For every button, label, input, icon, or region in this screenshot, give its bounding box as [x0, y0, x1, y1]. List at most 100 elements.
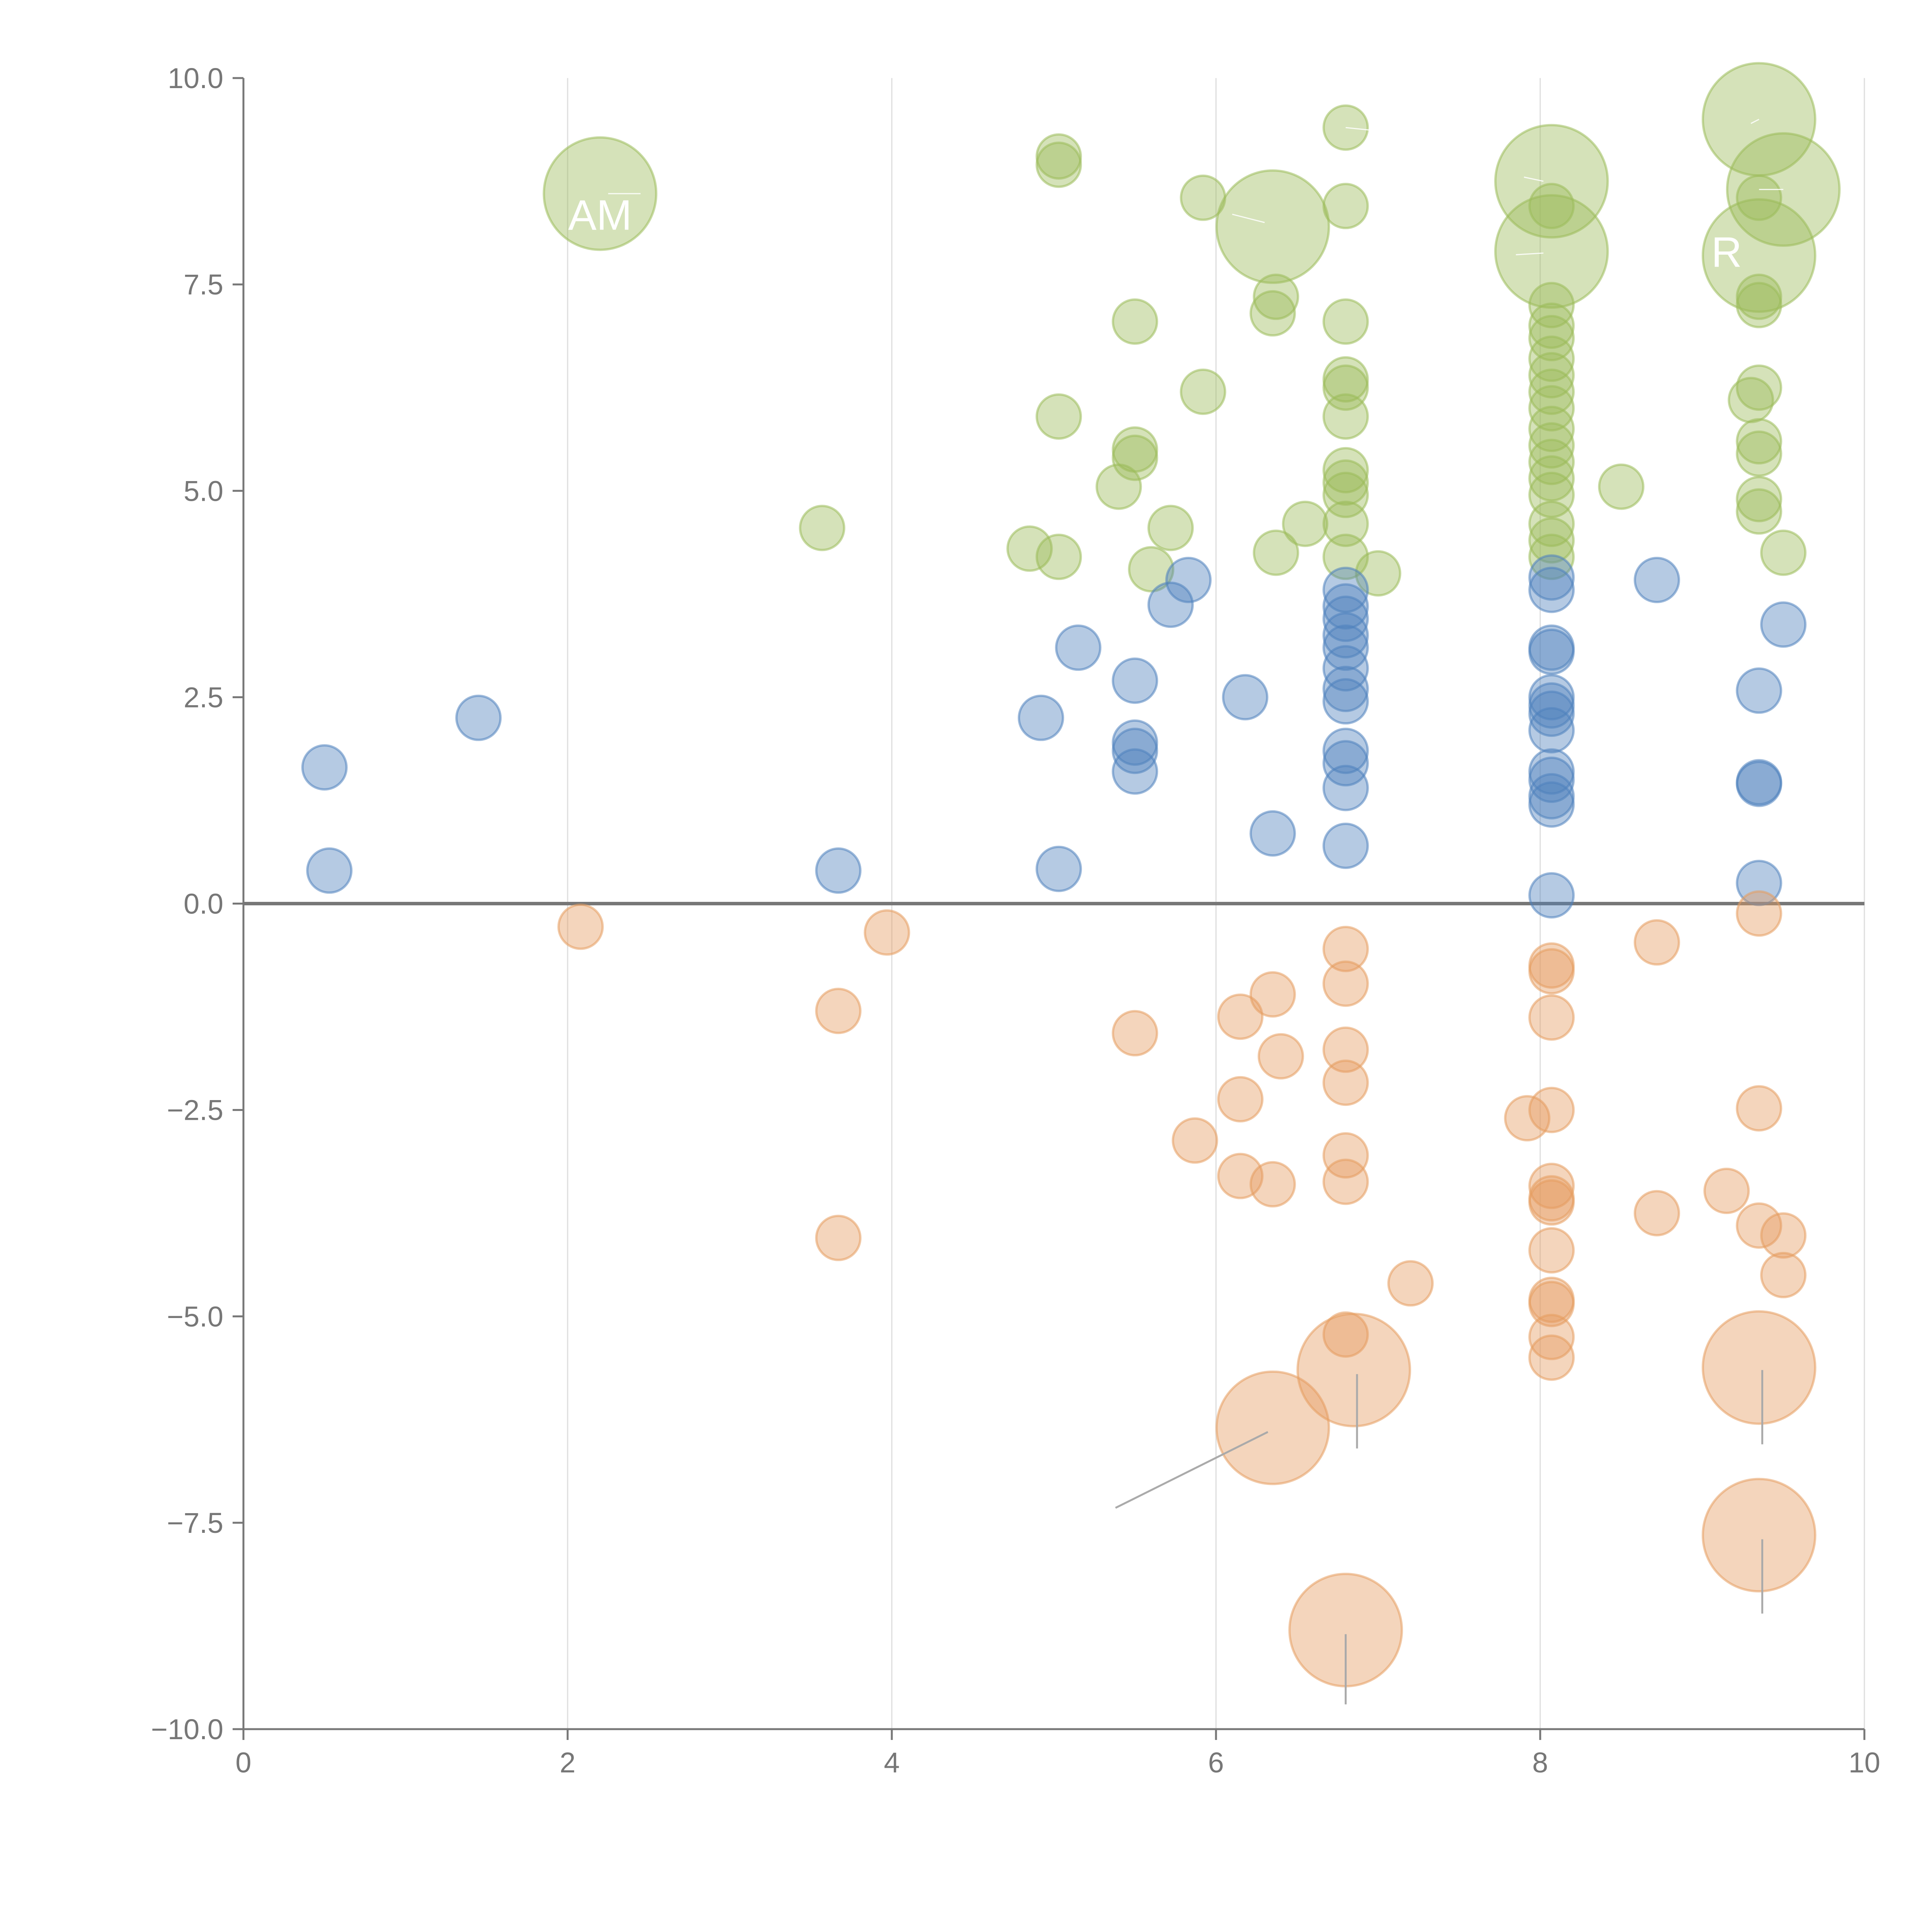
orange-point	[864, 909, 910, 956]
orange-point	[1322, 960, 1369, 1007]
orange-point	[1703, 1168, 1750, 1214]
green-point	[1736, 430, 1782, 477]
green-point	[1528, 385, 1575, 432]
orange-point	[1736, 890, 1782, 937]
blue-point	[1634, 556, 1680, 603]
green-point	[1528, 315, 1575, 361]
green-point	[1528, 439, 1575, 485]
orange-point	[1634, 919, 1680, 966]
orange-point	[1322, 926, 1369, 973]
labels-layer: AM R	[568, 192, 1742, 276]
orange-point	[1296, 1313, 1411, 1427]
blue-point	[1036, 845, 1082, 892]
orange-point	[1322, 1132, 1369, 1179]
green-point	[1095, 463, 1142, 510]
green-point	[1528, 406, 1575, 452]
blue-point	[1249, 810, 1296, 857]
blue-point	[1528, 690, 1575, 737]
green-point	[1322, 183, 1369, 230]
points-layer	[301, 62, 1841, 1687]
blue-point	[1322, 624, 1369, 671]
blue-point	[455, 694, 502, 741]
y-tick-label: 5.0	[184, 475, 223, 507]
orange-point	[1322, 1026, 1369, 1073]
leader-line	[1232, 214, 1265, 223]
green-point	[799, 505, 845, 551]
leader-line	[1515, 252, 1544, 255]
green-point	[1728, 377, 1774, 423]
green-point	[1112, 434, 1158, 481]
green-point	[1322, 393, 1369, 440]
orange-point	[1217, 993, 1264, 1040]
annotation-label: R	[1711, 229, 1742, 276]
green-point	[1528, 534, 1575, 580]
blue-point	[1322, 728, 1369, 774]
green-point	[1322, 500, 1369, 547]
y-tick-label: −7.5	[167, 1507, 223, 1539]
y-tick-label: 10.0	[168, 62, 223, 94]
green-point	[1494, 124, 1609, 239]
green-point	[1528, 500, 1575, 547]
orange-point	[1736, 1085, 1782, 1132]
orange-point	[1528, 1163, 1575, 1209]
blue-point	[1222, 674, 1269, 721]
orange-point	[1217, 1076, 1264, 1122]
blue-point	[1112, 657, 1158, 704]
green-point	[1528, 455, 1575, 502]
green-point	[1215, 169, 1330, 284]
orange-point	[1736, 1202, 1782, 1249]
x-tick-label: 0	[235, 1747, 251, 1779]
x-tick-label: 2	[560, 1747, 575, 1779]
orange-point	[1172, 1117, 1218, 1164]
x-tick-label: 8	[1532, 1747, 1548, 1779]
orange-point	[1249, 1161, 1296, 1208]
green-point	[1006, 525, 1053, 572]
blue-point	[1736, 667, 1782, 714]
green-point	[1494, 194, 1609, 309]
orange-point	[815, 1214, 862, 1261]
orange-point	[815, 988, 862, 1034]
green-point	[1528, 517, 1575, 564]
orange-point	[1528, 1334, 1575, 1381]
orange-point	[1528, 948, 1575, 995]
y-tick-label: −5.0	[167, 1301, 223, 1333]
green-point	[543, 136, 658, 251]
green-point	[1528, 368, 1575, 415]
leader-line	[1115, 1431, 1269, 1509]
green-point	[1528, 183, 1575, 230]
y-tick-label: −10.0	[151, 1713, 223, 1745]
orange-point	[1528, 1179, 1575, 1226]
orange-point	[1528, 1227, 1575, 1274]
blue-point	[301, 744, 348, 791]
green-point	[1528, 352, 1575, 399]
green-point	[1736, 476, 1782, 522]
green-point	[1760, 529, 1807, 576]
green-point	[1249, 290, 1296, 337]
blue-point	[1322, 666, 1369, 713]
leader-line	[1750, 119, 1760, 124]
green-point	[1736, 174, 1782, 221]
green-point	[1036, 393, 1082, 440]
y-tick-label: 7.5	[184, 269, 223, 301]
orange-point	[1701, 1310, 1816, 1425]
axes-layer: 0 2 4 6 8 10 10.0 7.5 5.0 2.5 0.0 −2.5 −5.0 −7.5 −10.0	[151, 62, 1880, 1779]
blue-point	[1528, 872, 1575, 919]
blue-point	[1322, 645, 1369, 692]
orange-point	[1322, 1158, 1369, 1205]
leader-line	[1524, 176, 1544, 182]
blue-point	[1112, 748, 1158, 795]
green-point	[1528, 302, 1575, 349]
orange-point	[1528, 994, 1575, 1041]
blue-point	[1147, 582, 1194, 628]
green-point	[1112, 298, 1158, 345]
orange-point	[1528, 1314, 1575, 1361]
green-point	[1036, 141, 1082, 188]
green-point	[1282, 500, 1328, 547]
green-point	[1528, 422, 1575, 469]
blue-point	[1528, 628, 1575, 675]
orange-point	[1322, 1060, 1369, 1106]
orange-point	[1760, 1252, 1807, 1298]
green-point	[1736, 418, 1782, 465]
orange-point	[1760, 1212, 1807, 1259]
